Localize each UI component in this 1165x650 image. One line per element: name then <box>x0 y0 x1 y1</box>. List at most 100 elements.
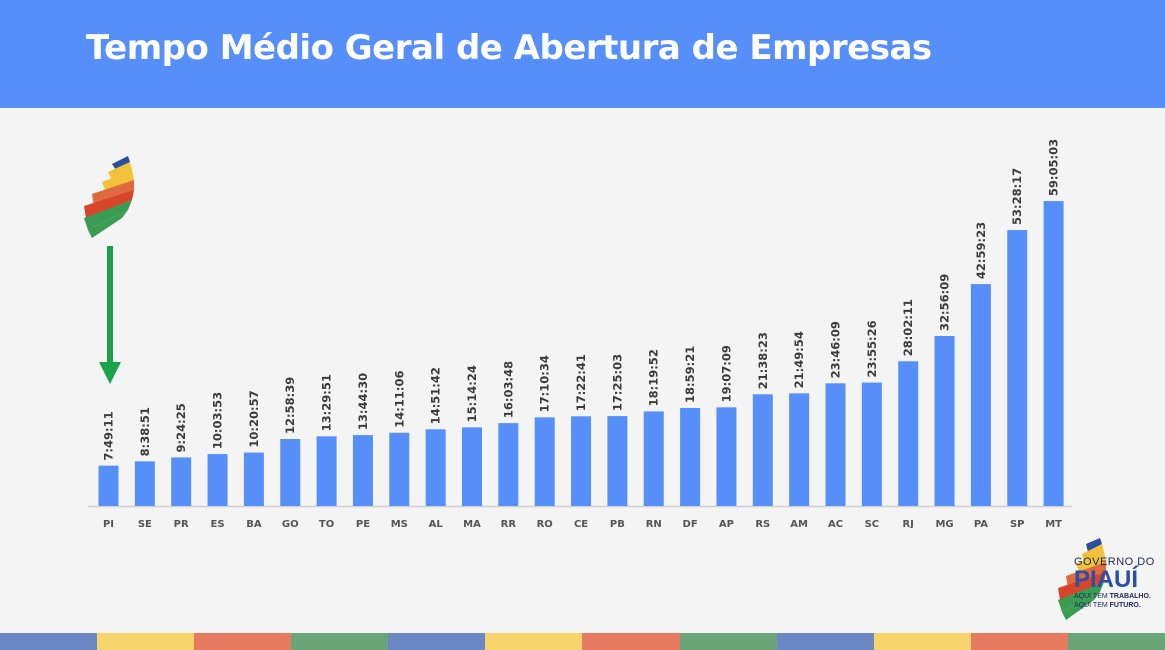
piaui-map-icon <box>84 156 134 238</box>
bar-sc <box>861 382 882 506</box>
brand-tagline-2: AQUI TEM FUTURO. <box>1074 602 1141 609</box>
page-title: Tempo Médio Geral de Abertura de Empresa… <box>86 28 932 68</box>
bar-pb <box>607 416 628 506</box>
bar-rj <box>898 361 919 506</box>
bar-to <box>316 436 337 506</box>
category-label: ES <box>211 519 225 528</box>
bar-value-label: 7:49:11 <box>102 411 116 460</box>
brand-logo-icon <box>1058 538 1106 620</box>
bar-sp <box>1007 230 1028 506</box>
footer-stripe <box>1067 633 1165 650</box>
footer-stripe <box>873 633 971 650</box>
bar-value-label: 28:02:11 <box>901 299 915 356</box>
category-label: AL <box>429 519 444 528</box>
arrow-shaft <box>107 246 113 364</box>
footer-stripe <box>388 633 486 650</box>
brand-name: PIAUÍ <box>1074 566 1139 593</box>
bar-value-label: 10:20:57 <box>247 390 261 447</box>
bar-value-label: 59:05:03 <box>1047 139 1061 196</box>
bar-ba <box>243 452 264 506</box>
footer-stripe <box>97 633 195 650</box>
bar-es <box>207 454 228 506</box>
bar-rs <box>752 394 773 506</box>
bar-value-label: 10:03:53 <box>211 392 225 449</box>
category-label: SC <box>865 519 880 528</box>
footer-stripes <box>0 633 1165 650</box>
footer-stripe <box>679 633 777 650</box>
header-bar: Tempo Médio Geral de Abertura de Empresa… <box>0 0 1165 108</box>
bar-value-label: 32:56:09 <box>938 274 952 331</box>
bar-value-label: 15:14:24 <box>465 365 479 422</box>
bar-value-label: 19:07:09 <box>719 345 733 402</box>
bar-ro <box>534 417 555 506</box>
category-label: CE <box>574 519 588 528</box>
category-label: MS <box>391 519 408 528</box>
bar-chart: 7:49:11 PI 8:38:51 SE 9:24:25 PR 10:03:53 ES 10:… <box>88 139 1072 528</box>
category-label: TO <box>319 519 334 528</box>
bar-value-label: 18:59:21 <box>683 346 697 403</box>
category-label: RN <box>646 519 662 528</box>
bar-value-label: 17:25:03 <box>610 354 624 411</box>
footer-stripe <box>194 633 292 650</box>
bar-value-label: 42:59:23 <box>974 222 988 279</box>
arrow-down-icon <box>99 246 121 384</box>
category-label: BA <box>246 519 262 528</box>
category-label: PI <box>103 519 114 528</box>
category-label: GO <box>282 519 299 528</box>
bar-ac <box>825 383 846 506</box>
brand-line1: GOVERNO DO <box>1074 556 1155 568</box>
category-label: RJ <box>902 519 913 528</box>
bar-value-label: 13:29:51 <box>320 374 334 431</box>
bar-value-label: 23:46:09 <box>829 321 843 378</box>
bar-value-label: 14:51:42 <box>429 367 443 424</box>
bar-rn <box>643 411 664 506</box>
category-label: AM <box>790 519 808 528</box>
category-label: AP <box>719 519 734 528</box>
brand-tagline-1: AQUI TEM TRABALHO. <box>1074 593 1151 600</box>
bar-se <box>134 461 155 506</box>
bar-value-label: 16:03:48 <box>501 361 515 418</box>
footer-stripe <box>582 633 680 650</box>
category-label: PR <box>174 519 189 528</box>
category-label: SE <box>138 519 152 528</box>
arrow-head <box>99 362 121 384</box>
bar-value-label: 17:22:41 <box>574 354 588 411</box>
bar-value-label: 53:28:17 <box>1010 168 1024 225</box>
bar-value-label: 18:19:52 <box>647 349 661 406</box>
category-label: RO <box>537 519 553 528</box>
category-label: PB <box>610 519 625 528</box>
bar-value-label: 9:24:25 <box>174 403 188 452</box>
bar-ms <box>389 432 410 506</box>
category-label: SP <box>1010 519 1025 528</box>
footer-stripe <box>291 633 389 650</box>
bar-value-label: 12:58:39 <box>283 377 297 434</box>
footer-stripe <box>0 633 98 650</box>
category-label: MG <box>935 519 953 528</box>
bar-go <box>280 439 301 506</box>
footer-stripe <box>776 633 874 650</box>
category-label: RS <box>755 519 770 528</box>
bar-rr <box>498 423 519 506</box>
bar-pe <box>352 435 373 506</box>
category-label: RR <box>501 519 517 528</box>
category-label: DF <box>683 519 698 528</box>
bar-value-label: 13:44:30 <box>356 373 370 430</box>
bar-am <box>789 393 810 506</box>
bar-ma <box>462 427 482 506</box>
bar-ce <box>571 416 592 506</box>
bar-pr <box>171 457 192 506</box>
bar-value-label: 17:10:34 <box>538 355 552 412</box>
footer-stripe <box>970 633 1068 650</box>
bar-value-label: 21:38:23 <box>756 332 770 389</box>
bar-value-label: 23:55:26 <box>865 320 879 377</box>
category-label: AC <box>828 519 843 528</box>
category-label: PE <box>356 519 370 528</box>
bar-df <box>680 407 701 506</box>
bar-value-label: 14:11:06 <box>392 371 406 428</box>
bar-ap <box>716 407 737 506</box>
bar-mg <box>934 335 955 506</box>
bar-value-label: 21:49:54 <box>792 331 806 388</box>
bar-pa <box>970 284 991 506</box>
bar-pi <box>98 465 119 506</box>
category-label: MA <box>463 519 481 528</box>
